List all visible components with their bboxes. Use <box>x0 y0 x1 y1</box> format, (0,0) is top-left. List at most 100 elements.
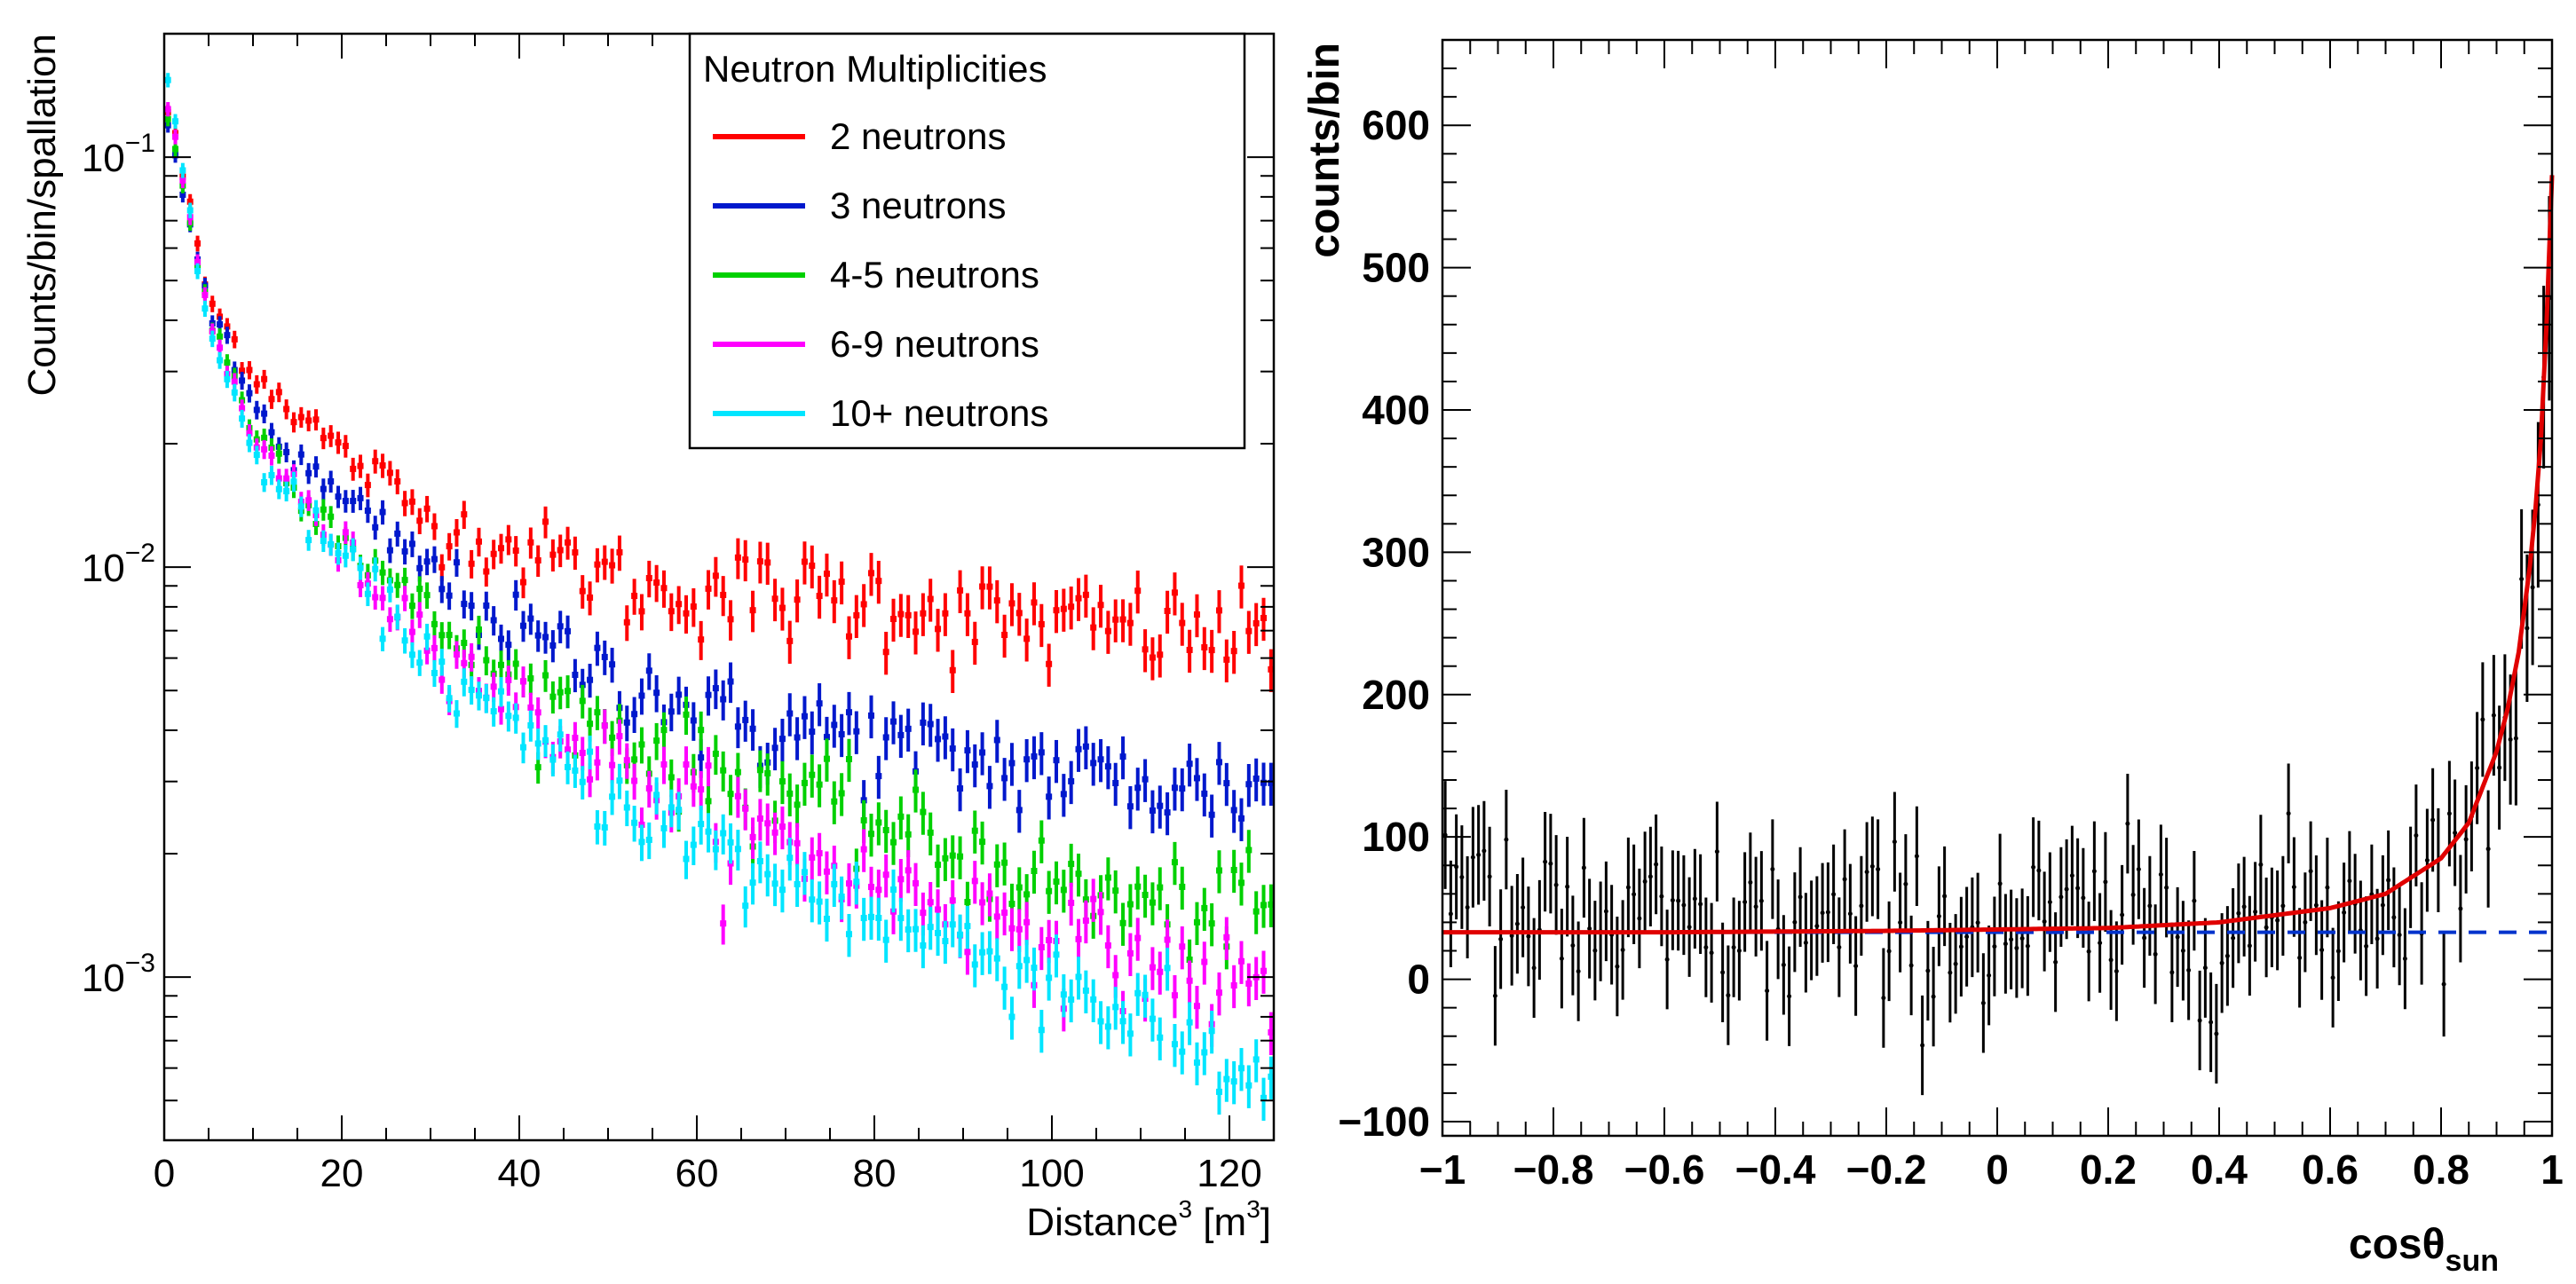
data-point <box>1149 1015 1156 1022</box>
data-point <box>1814 924 1820 929</box>
data-point <box>2202 965 2208 971</box>
data-point <box>786 637 794 644</box>
data-point <box>1709 950 1714 956</box>
data-point <box>942 855 949 862</box>
data-point <box>342 498 349 505</box>
data-point <box>1082 896 1089 903</box>
data-point <box>1223 780 1230 787</box>
data-point <box>565 627 572 634</box>
legend-label: 4-5 neutrons <box>830 254 1039 295</box>
data-point <box>2286 811 2291 816</box>
data-point <box>1126 619 1134 626</box>
data-point <box>209 335 216 343</box>
left-x-title-unit-sup: 3 <box>1246 1195 1260 1223</box>
data-point <box>831 798 838 805</box>
data-point <box>1792 919 1798 925</box>
left-x-title-main: Distance <box>1026 1201 1178 1244</box>
data-point <box>764 769 771 776</box>
data-point <box>364 590 371 597</box>
data-point <box>986 948 993 955</box>
y-tick-label: 600 <box>1362 102 1430 148</box>
data-point <box>705 828 712 835</box>
data-point <box>668 608 675 615</box>
data-point <box>172 118 179 125</box>
y-tick-label: 500 <box>1362 245 1430 291</box>
data-point <box>845 709 852 716</box>
data-point <box>386 586 393 593</box>
data-point <box>935 906 942 913</box>
data-point <box>1980 1000 1986 1005</box>
data-point <box>727 791 734 798</box>
data-point <box>1958 944 1964 949</box>
data-point <box>261 410 268 417</box>
data-point <box>2120 912 2125 918</box>
data-point <box>1023 957 1031 964</box>
data-point <box>1186 760 1193 768</box>
data-point <box>653 689 660 697</box>
data-point <box>920 808 927 815</box>
x-tick-label: 0 <box>154 1152 175 1195</box>
data-point <box>172 133 179 140</box>
data-point <box>372 524 379 531</box>
data-point <box>587 594 594 601</box>
data-point <box>439 586 446 593</box>
data-point <box>971 761 978 768</box>
data-point <box>246 390 253 397</box>
legend-item: 6-9 neutrons <box>713 323 1039 365</box>
data-point <box>890 839 897 846</box>
data-point <box>875 578 882 585</box>
data-point <box>623 719 630 726</box>
y-tick-label: 0 <box>1407 957 1430 1003</box>
data-point <box>890 718 897 725</box>
data-point <box>1008 760 1015 767</box>
data-point <box>786 710 794 717</box>
data-point <box>1692 896 1697 902</box>
data-point <box>1831 892 1837 897</box>
data-point <box>860 915 867 922</box>
series-1 <box>164 105 1275 693</box>
data-point <box>1886 949 1892 954</box>
data-point <box>2069 873 2074 878</box>
data-point <box>1514 921 1520 926</box>
data-point <box>823 915 830 922</box>
data-point <box>1104 874 1111 881</box>
data-point <box>705 585 712 592</box>
data-point <box>565 539 572 546</box>
data-point <box>1803 940 1808 945</box>
data-point <box>971 961 978 968</box>
legend-label: 3 neutrons <box>830 185 1006 226</box>
data-point <box>645 784 652 792</box>
data-point <box>2325 885 2330 890</box>
data-point <box>1252 619 1260 626</box>
x-tick-label: −0.4 <box>1735 1146 1816 1193</box>
data-point <box>594 644 601 651</box>
data-point <box>1637 916 1642 921</box>
data-point <box>1090 760 1097 767</box>
data-point <box>838 894 845 901</box>
data-point <box>1903 881 1908 886</box>
data-point <box>971 878 978 885</box>
data-point <box>1193 918 1200 926</box>
data-point <box>1238 879 1245 886</box>
data-point <box>490 708 497 715</box>
legend-items: 2 neutrons 3 neutrons 4-5 neutrons 6-9 neut… <box>713 115 1048 434</box>
data-point <box>2224 953 2230 958</box>
data-point <box>1742 900 1748 905</box>
data-point <box>683 610 690 617</box>
data-point <box>2236 910 2241 916</box>
data-point <box>1134 784 1142 792</box>
data-point <box>1090 624 1097 631</box>
data-point <box>194 240 201 247</box>
data-point <box>631 593 638 600</box>
data-point <box>623 757 630 764</box>
data-point <box>771 595 778 603</box>
data-point <box>712 846 719 853</box>
data-point <box>690 783 697 790</box>
data-point <box>668 774 675 781</box>
data-point <box>283 475 290 482</box>
data-point <box>416 564 423 571</box>
data-point <box>778 823 786 831</box>
data-point <box>949 852 956 859</box>
data-point <box>2036 868 2042 873</box>
